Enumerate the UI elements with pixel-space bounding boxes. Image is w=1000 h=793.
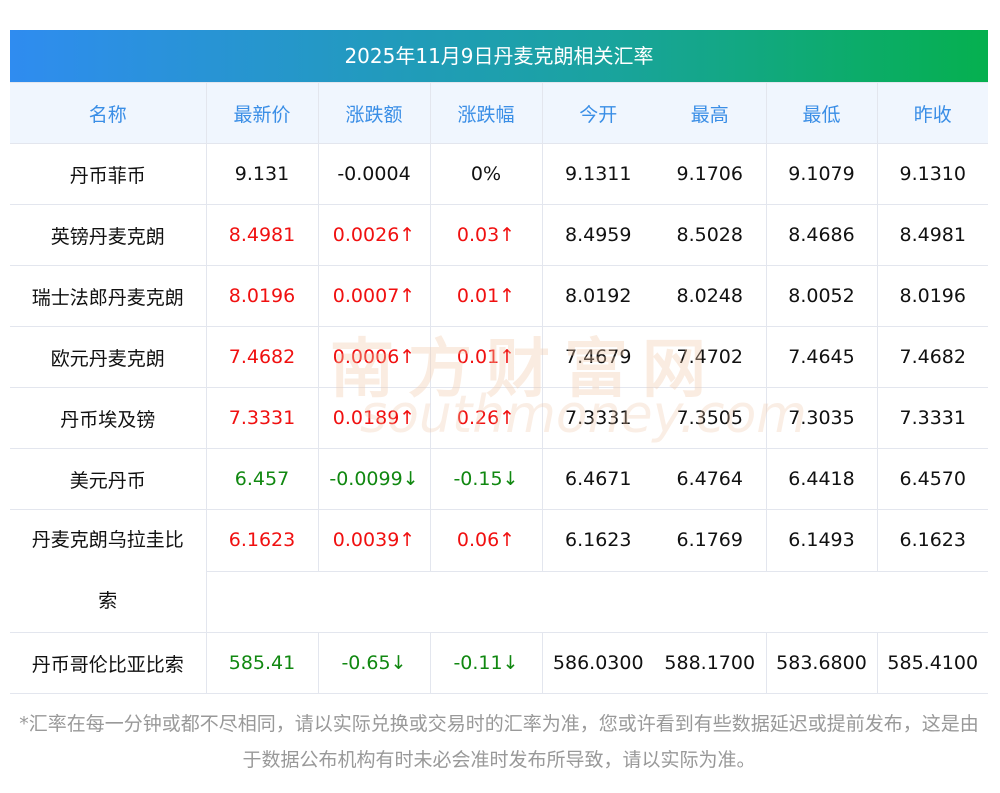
cell-high: 7.3505 bbox=[654, 387, 767, 449]
rate-table: 名称 最新价 涨跌额 涨跌幅 今开 最高 最低 昨收 丹币菲币 9.131 -0.0004 0% 9.… bbox=[10, 82, 988, 694]
cell-low: 7.3035 bbox=[765, 387, 878, 449]
cell-low: 6.1493 bbox=[765, 509, 878, 572]
currency-pair-name: 瑞士法郎丹麦克朗 bbox=[10, 265, 207, 327]
cell-change: -0.65↓ bbox=[317, 632, 431, 694]
cell-latest: 8.4981 bbox=[205, 204, 319, 266]
table-row: 丹麦克朗乌拉圭比索 6.1623 0.0039↑ 0.06↑ 6.1623 6.1769 6… bbox=[10, 509, 988, 633]
table-row: 瑞士法郎丹麦克朗 8.0196 0.0007↑ 0.01↑ 8.0192 8.0248 8.… bbox=[10, 265, 988, 327]
cell-change: -0.0004 bbox=[317, 143, 431, 205]
name-line-1: 丹麦克朗乌拉圭比 bbox=[31, 529, 184, 551]
currency-pair-name: 丹币哥伦比亚比索 bbox=[10, 632, 207, 694]
cell-change: 0.0039↑ bbox=[317, 509, 431, 572]
column-header: 名称 bbox=[10, 82, 207, 144]
cell-prev: 6.4570 bbox=[876, 448, 988, 510]
cell-low: 7.4645 bbox=[765, 326, 878, 388]
table-row: 丹币菲币 9.131 -0.0004 0% 9.1311 9.1706 9.1079 9.13… bbox=[10, 143, 988, 205]
rate-table-container: 2025年11月9日丹麦克朗相关汇率 名称 最新价 涨跌额 涨跌幅 今开 最高 最低 昨收 丹… bbox=[10, 30, 988, 694]
cell-latest: 7.4682 bbox=[205, 326, 319, 388]
cell-open: 9.1311 bbox=[541, 143, 654, 205]
cell-low: 8.4686 bbox=[765, 204, 878, 266]
table-row: 丹币哥伦比亚比索 585.41 -0.65↓ -0.11↓ 586.0300 588.17… bbox=[10, 632, 988, 694]
cell-pct: 0.06↑ bbox=[429, 509, 543, 572]
table-row: 英镑丹麦克朗 8.4981 0.0026↑ 0.03↑ 8.4959 8.5028 8.46… bbox=[10, 204, 988, 266]
cell-low: 6.4418 bbox=[765, 448, 878, 510]
column-header: 最新价 bbox=[205, 82, 319, 144]
cell-latest: 7.3331 bbox=[205, 387, 319, 449]
cell-latest: 9.131 bbox=[205, 143, 319, 205]
cell-high: 6.4764 bbox=[654, 448, 767, 510]
cell-low: 583.6800 bbox=[765, 632, 878, 694]
currency-pair-name: 欧元丹麦克朗 bbox=[10, 326, 207, 388]
cell-prev: 7.4682 bbox=[876, 326, 988, 388]
cell-low: 9.1079 bbox=[765, 143, 878, 205]
column-header: 涨跌幅 bbox=[429, 82, 543, 144]
cell-pct: 0.03↑ bbox=[429, 204, 543, 266]
cell-pct: 0.01↑ bbox=[429, 265, 543, 327]
cell-pct: 0.26↑ bbox=[429, 387, 543, 449]
header-row: 名称 最新价 涨跌额 涨跌幅 今开 最高 最低 昨收 bbox=[10, 82, 988, 144]
cell-latest: 6.1623 bbox=[205, 509, 319, 572]
column-header: 涨跌额 bbox=[317, 82, 431, 144]
cell-change: 0.0006↑ bbox=[317, 326, 431, 388]
cell-change: 0.0026↑ bbox=[317, 204, 431, 266]
currency-pair-name: 丹币埃及镑 bbox=[10, 387, 207, 449]
cell-open: 8.0192 bbox=[541, 265, 654, 327]
table-row: 欧元丹麦克朗 7.4682 0.0006↑ 0.01↑ 7.4679 7.4702 7.46… bbox=[10, 326, 988, 388]
cell-pct: 0% bbox=[429, 143, 543, 205]
cell-change: 0.0189↑ bbox=[317, 387, 431, 449]
cell-change: 0.0007↑ bbox=[317, 265, 431, 327]
cell-prev: 6.1623 bbox=[876, 509, 988, 572]
table-title: 2025年11月9日丹麦克朗相关汇率 bbox=[10, 30, 988, 82]
disclaimer-note: *汇率在每一分钟或都不尽相同，请以实际兑换或交易时的汇率为准，您或许看到有些数据… bbox=[19, 713, 979, 771]
cell-open: 6.4671 bbox=[541, 448, 654, 510]
cell-pct: -0.11↓ bbox=[429, 632, 543, 694]
cell-latest: 585.41 bbox=[205, 632, 319, 694]
empty-cell bbox=[206, 571, 988, 633]
cell-high: 8.5028 bbox=[654, 204, 767, 266]
cell-prev: 9.1310 bbox=[876, 143, 988, 205]
cell-prev: 7.3331 bbox=[876, 387, 988, 449]
cell-open: 7.4679 bbox=[541, 326, 654, 388]
cell-open: 586.0300 bbox=[541, 632, 654, 694]
currency-pair-name: 美元丹币 bbox=[10, 448, 207, 510]
cell-high: 9.1706 bbox=[654, 143, 767, 205]
table-row: 美元丹币 6.457 -0.0099↓ -0.15↓ 6.4671 6.4764 6.441… bbox=[10, 448, 988, 510]
column-header: 今开 bbox=[541, 82, 654, 144]
cell-prev: 8.0196 bbox=[876, 265, 988, 327]
cell-pct: 0.01↑ bbox=[429, 326, 543, 388]
currency-pair-name: 英镑丹麦克朗 bbox=[10, 204, 207, 266]
cell-high: 8.0248 bbox=[654, 265, 767, 327]
cell-open: 6.1623 bbox=[541, 509, 654, 572]
currency-pair-name: 丹麦克朗乌拉圭比索 bbox=[10, 509, 207, 633]
column-header: 昨收 bbox=[876, 82, 988, 144]
cell-latest: 8.0196 bbox=[205, 265, 319, 327]
cell-high: 588.1700 bbox=[654, 632, 767, 694]
cell-open: 7.3331 bbox=[541, 387, 654, 449]
cell-low: 8.0052 bbox=[765, 265, 878, 327]
cell-change: -0.0099↓ bbox=[317, 448, 431, 510]
cell-prev: 585.4100 bbox=[876, 632, 988, 694]
table-row: 丹币埃及镑 7.3331 0.0189↑ 0.26↑ 7.3331 7.3505 7.303… bbox=[10, 387, 988, 449]
column-header: 最高 bbox=[654, 82, 767, 144]
name-line-2: 索 bbox=[98, 590, 118, 612]
cell-prev: 8.4981 bbox=[876, 204, 988, 266]
cell-high: 7.4702 bbox=[654, 326, 767, 388]
cell-latest: 6.457 bbox=[205, 448, 319, 510]
cell-open: 8.4959 bbox=[541, 204, 654, 266]
cell-pct: -0.15↓ bbox=[429, 448, 543, 510]
column-header: 最低 bbox=[765, 82, 878, 144]
cell-high: 6.1769 bbox=[654, 509, 767, 572]
currency-pair-name: 丹币菲币 bbox=[10, 143, 207, 205]
